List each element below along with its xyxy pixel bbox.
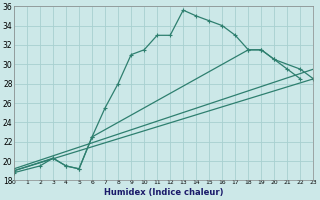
X-axis label: Humidex (Indice chaleur): Humidex (Indice chaleur): [104, 188, 223, 197]
